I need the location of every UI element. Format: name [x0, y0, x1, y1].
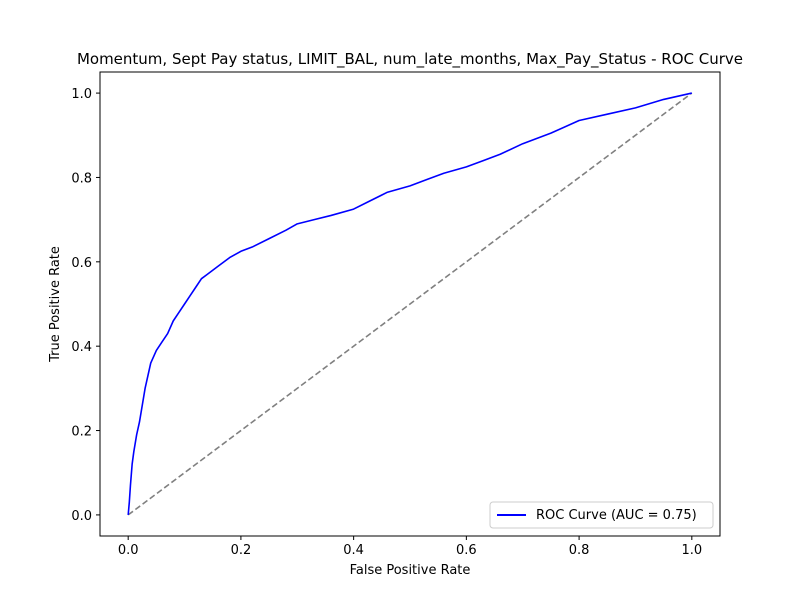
- y-tick-label: 0.4: [71, 340, 92, 355]
- y-axis-label: True Positive Rate: [48, 246, 63, 363]
- x-axis-ticks: 0.0 0.2 0.4 0.6 0.8 1.0: [118, 536, 702, 558]
- y-tick-label: 0.2: [71, 425, 92, 440]
- legend-label: ROC Curve (AUC = 0.75): [536, 508, 697, 523]
- chance-diagonal-line: [127, 92, 693, 516]
- y-tick-label: 0.6: [71, 256, 92, 271]
- legend: ROC Curve (AUC = 0.75): [489, 501, 714, 529]
- x-tick-label: 0.6: [456, 543, 477, 558]
- chart-title: Momentum, Sept Pay status, LIMIT_BAL, nu…: [77, 50, 743, 69]
- x-tick-label: 0.2: [231, 543, 252, 558]
- y-tick-label: 1.0: [71, 87, 92, 102]
- x-tick-label: 1.0: [681, 543, 702, 558]
- x-axis-label: False Positive Rate: [350, 563, 471, 578]
- plot-area: [127, 92, 693, 516]
- y-axis-ticks: 0.0 0.2 0.4 0.6 0.8 1.0: [71, 87, 100, 524]
- y-tick-label: 0.8: [71, 171, 92, 186]
- legend-box: [489, 501, 714, 529]
- plot-frame: [99, 71, 721, 537]
- roc-curve-line: [127, 92, 692, 515]
- x-tick-label: 0.4: [343, 543, 364, 558]
- x-tick-label: 0.8: [569, 543, 590, 558]
- x-tick-label: 0.0: [118, 543, 139, 558]
- y-tick-label: 0.0: [71, 509, 92, 524]
